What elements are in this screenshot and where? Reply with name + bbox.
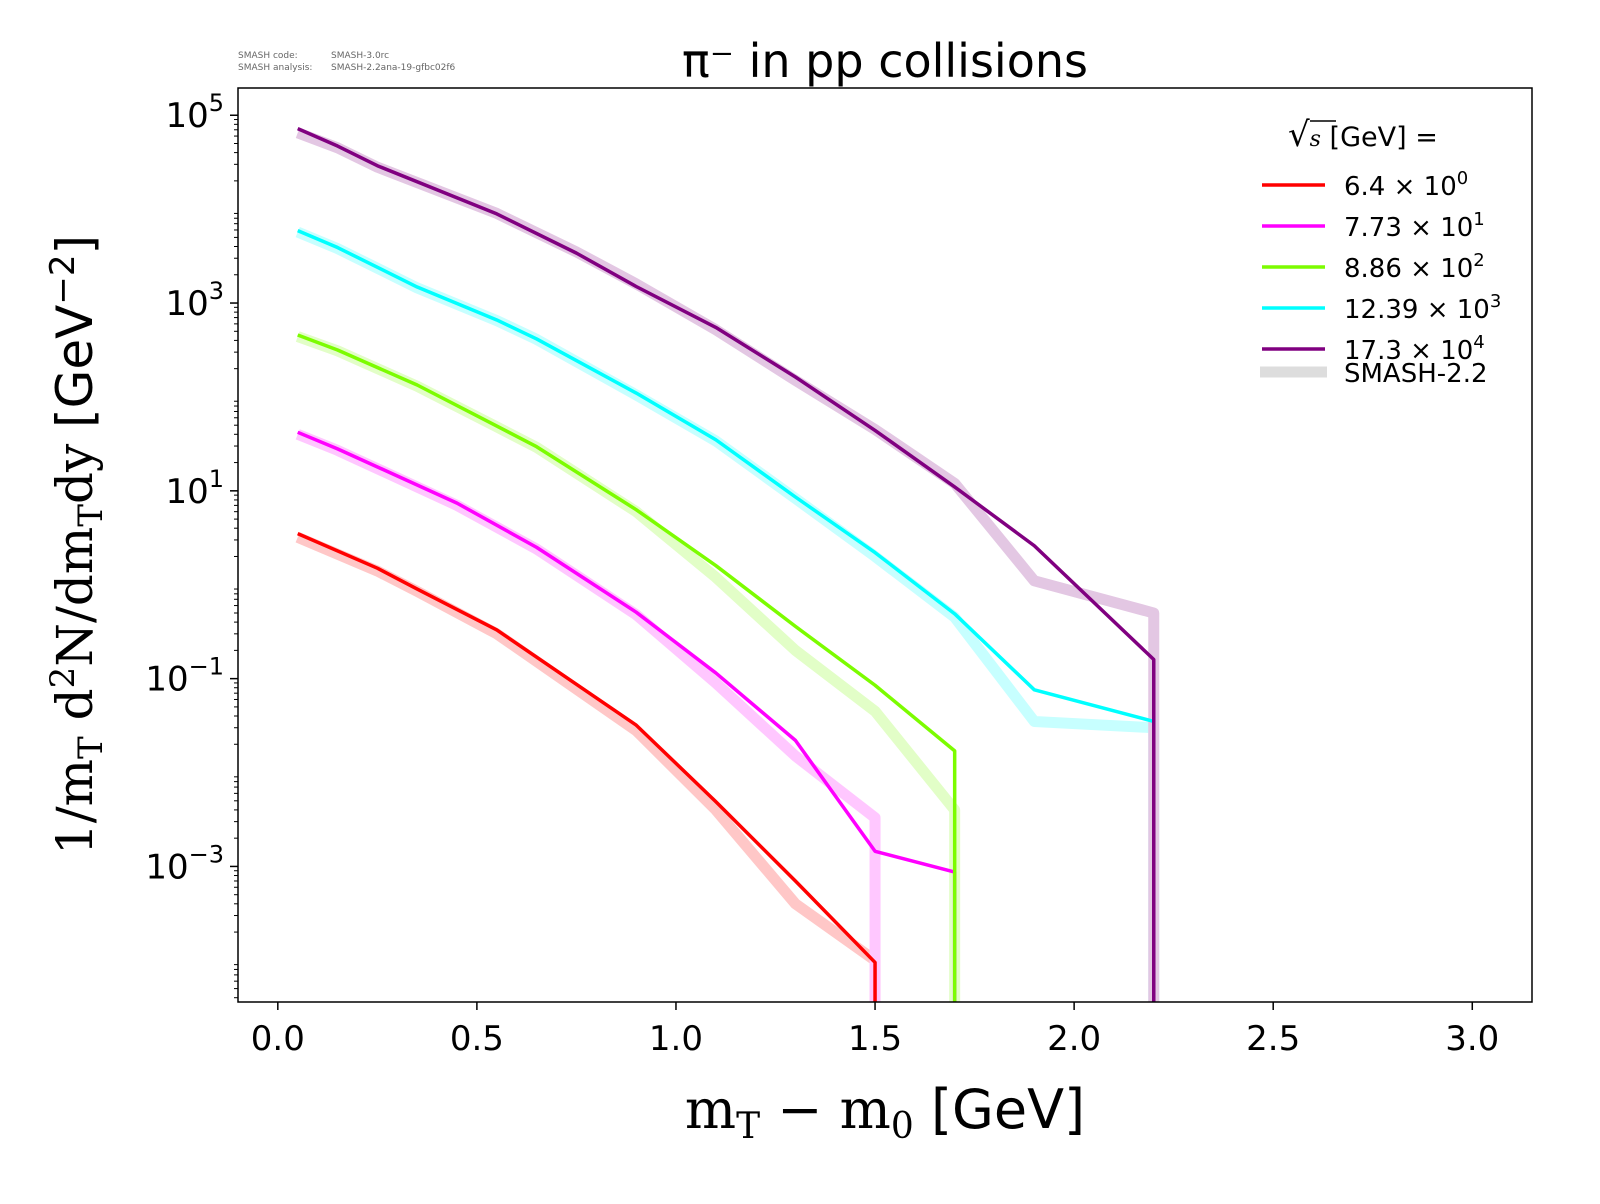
ylabel-c: N/dm bbox=[46, 527, 104, 667]
legend-mantissa: 6.4 × 10 bbox=[1344, 172, 1457, 202]
y-tick-exp: 5 bbox=[209, 89, 224, 117]
legend-title: √s [GeV] = bbox=[1288, 115, 1438, 155]
series-line-0 bbox=[297, 532, 877, 1002]
y-tick-base: 10 bbox=[165, 96, 208, 136]
ylabel-b: d bbox=[46, 688, 104, 736]
y-tick-base: 10 bbox=[165, 284, 208, 324]
reference-line-4 bbox=[295, 127, 1160, 1002]
x-tick-label: 2.0 bbox=[1047, 1019, 1101, 1059]
legend-label-0: 6.4 × 100 bbox=[1344, 168, 1468, 202]
y-tick-label: 103 bbox=[165, 277, 224, 324]
sqrt-symbol: √ bbox=[1288, 115, 1310, 155]
series-line-4 bbox=[297, 127, 1156, 1002]
xlabel-minus-m: − m bbox=[760, 1078, 891, 1141]
chart-title: π⁻ in pp collisions bbox=[682, 34, 1088, 88]
series-line-2 bbox=[297, 333, 957, 1002]
legend-label-1: 7.73 × 101 bbox=[1344, 209, 1485, 243]
x-tick-label: 3.0 bbox=[1445, 1019, 1499, 1059]
legend-title-rest: [GeV] = bbox=[1321, 122, 1438, 153]
smash-code-label: SMASH code: bbox=[238, 51, 298, 61]
legend-title-s: s bbox=[1310, 127, 1321, 152]
legend-mantissa: 17.3 × 10 bbox=[1344, 336, 1473, 366]
x-tick-label: 0.5 bbox=[450, 1019, 504, 1059]
legend-label-4: 17.3 × 104 bbox=[1344, 332, 1485, 366]
legend-exponent: 2 bbox=[1473, 250, 1484, 271]
ylabel-a-sub: T bbox=[71, 736, 111, 759]
y-tick-exp: −1 bbox=[189, 653, 224, 681]
y-axis-label: 1/mT d2N/dmTdy [GeV−2] bbox=[43, 235, 111, 855]
xlabel-m: m bbox=[685, 1078, 736, 1141]
series-line-1 bbox=[297, 430, 957, 1002]
legend-exponent: 3 bbox=[1490, 291, 1501, 312]
y-tick-label: 10−3 bbox=[145, 840, 224, 887]
y-tick-base: 10 bbox=[145, 847, 188, 887]
series-line-3 bbox=[297, 229, 1156, 1002]
y-tick-label: 10−1 bbox=[145, 653, 224, 700]
reference-line-1 bbox=[295, 429, 881, 1002]
plot-frame bbox=[237, 87, 1533, 1003]
y-tick-base: 10 bbox=[145, 660, 188, 700]
x-tick-label: 1.5 bbox=[848, 1019, 902, 1059]
ylabel-c-sub: T bbox=[71, 504, 111, 527]
x-tick-label: 0.0 bbox=[251, 1019, 305, 1059]
legend-label-reference: SMASH-2.2 bbox=[1344, 359, 1488, 389]
ylabel-unit: [GeV bbox=[46, 305, 104, 444]
xlabel-sub-t: T bbox=[736, 1106, 760, 1147]
legend-label-3: 12.39 × 103 bbox=[1344, 291, 1501, 325]
legend-exponent: 1 bbox=[1473, 209, 1484, 230]
ylabel-unit-end: ] bbox=[46, 235, 104, 255]
legend-exponent: 0 bbox=[1457, 168, 1468, 189]
y-tick-exp: −3 bbox=[189, 840, 224, 868]
legend-mantissa: 12.39 × 10 bbox=[1344, 295, 1490, 325]
legend-mantissa: 8.86 × 10 bbox=[1344, 254, 1473, 284]
legend-mantissa: 7.73 × 10 bbox=[1344, 213, 1473, 243]
legend: √s [GeV] = 6.4 × 100 7.73 × 101 8.86 × 102… bbox=[1260, 115, 1501, 389]
y-tick-exp: 3 bbox=[209, 277, 224, 305]
x-axis-label: mT − m0 [GeV] bbox=[685, 1078, 1085, 1147]
smash-analysis-label: SMASH analysis: bbox=[238, 63, 312, 73]
smash-analysis-value: SMASH-2.2ana-19-gfbc02f6 bbox=[331, 63, 456, 73]
reference-line-0 bbox=[295, 532, 881, 1002]
smash-code-value: SMASH-3.0rc bbox=[331, 51, 389, 61]
xlabel-unit: [GeV] bbox=[914, 1078, 1085, 1141]
ylabel-d: dy bbox=[46, 443, 104, 504]
x-tick-label: 1.0 bbox=[649, 1019, 703, 1059]
legend-exponent: 4 bbox=[1473, 332, 1484, 353]
y-tick-base: 10 bbox=[165, 472, 208, 512]
x-tick-label: 2.5 bbox=[1246, 1019, 1300, 1059]
xlabel-sub-0: 0 bbox=[891, 1106, 914, 1147]
ylabel-unit-sup: −2 bbox=[43, 254, 83, 304]
ylabel-b-sup: 2 bbox=[43, 667, 83, 689]
legend-label-2: 8.86 × 102 bbox=[1344, 250, 1485, 284]
y-tick-exp: 1 bbox=[209, 465, 224, 493]
y-tick-label: 105 bbox=[165, 89, 224, 136]
y-tick-label: 101 bbox=[165, 465, 224, 512]
ylabel-a: 1/m bbox=[46, 759, 104, 855]
